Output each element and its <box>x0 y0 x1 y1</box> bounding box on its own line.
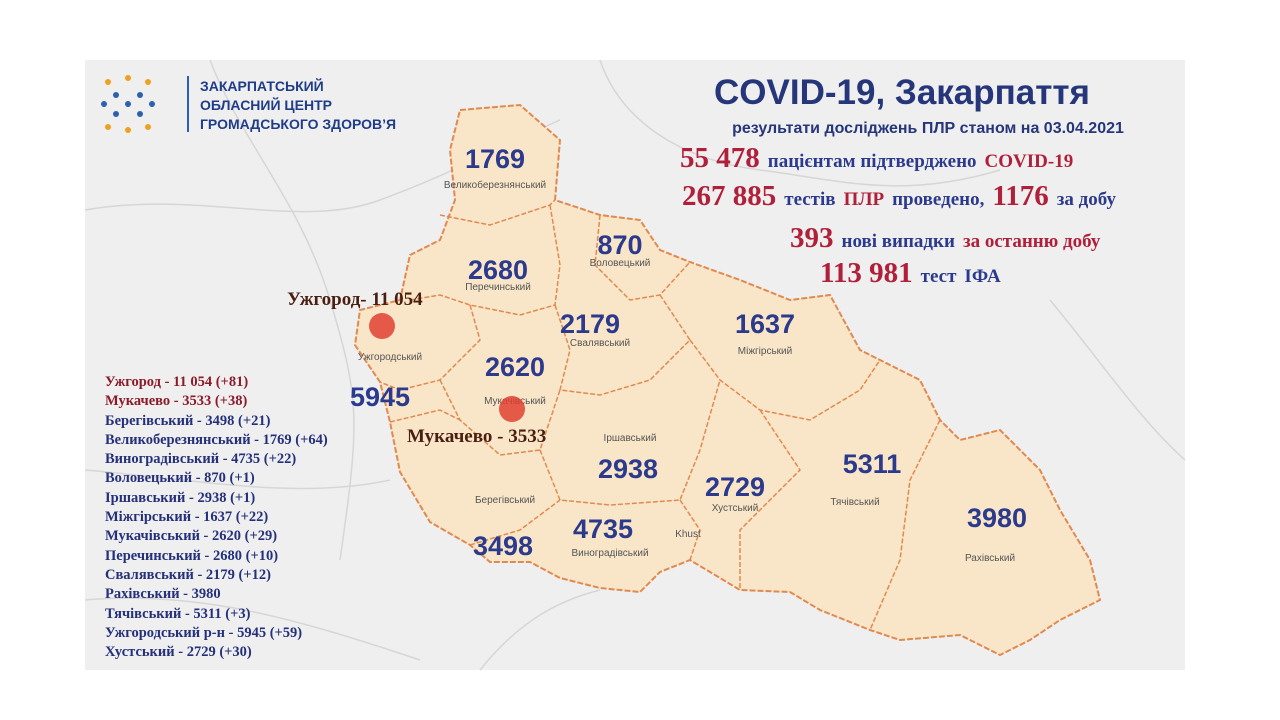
district-name: Ужгородський <box>358 352 422 363</box>
district-name: Хустський <box>712 503 759 514</box>
district-value: 3498 <box>473 531 533 561</box>
district-value: 4735 <box>573 514 633 544</box>
city-label: Мукачево - 3533 <box>407 426 546 447</box>
city-marker <box>499 396 525 422</box>
list-item: Ужгород - 11 054 (+81) <box>105 374 249 390</box>
district-name: Свалявський <box>570 338 630 349</box>
district-value: 2620 <box>485 352 545 382</box>
stat-text: пацієнтам підтверджено <box>767 151 977 172</box>
org-name: ОБЛАСНИЙ ЦЕНТР <box>200 96 332 113</box>
subtitle: результати досліджень ПЛР станом на 03.0… <box>732 120 1124 137</box>
list-item: Берегівський - 3498 (+21) <box>105 412 271 429</box>
stat-text: тест <box>920 266 957 287</box>
district-value: 5945 <box>350 382 410 412</box>
org-name: ЗАКАРПАТСЬКИЙ <box>200 77 324 94</box>
list-item: Воловецький - 870 (+1) <box>105 470 255 487</box>
stat-text: COVID-19 <box>984 151 1074 172</box>
list-item: Мукачівський - 2620 (+29) <box>105 528 278 545</box>
district-value: 5311 <box>843 449 902 479</box>
stat-text: ПЛР <box>843 189 885 210</box>
region-outline <box>353 103 1102 657</box>
district-name: Перечинський <box>465 282 531 293</box>
city-label: Ужгород- 11 054 <box>287 289 423 310</box>
district-name: Іршавський <box>604 433 657 444</box>
district-value: 1637 <box>735 309 795 339</box>
list-item: Мукачево - 3533 (+38) <box>105 393 248 410</box>
stat-text: ІФА <box>964 266 1001 287</box>
list-item: Ужгородський р-н - 5945 (+59) <box>105 624 303 641</box>
roads <box>84 59 1186 671</box>
org-name: ГРОМАДСЬКОГО ЗДОРОВ’Я <box>200 116 396 132</box>
list-item: Хустський - 2729 (+30) <box>105 644 252 661</box>
stat-number: 393 <box>790 222 834 254</box>
list-item: Міжгірський - 1637 (+22) <box>105 509 269 526</box>
district-list: Ужгород - 11 054 (+81) Мукачево - 3533 (+… <box>105 373 328 662</box>
stat-text: тестів <box>784 189 836 210</box>
list-item: Свалявський - 2179 (+12) <box>105 566 271 583</box>
district-name: Берегівський <box>475 495 535 506</box>
stat-text: нові випадки <box>841 231 955 252</box>
town-name: Khust <box>675 529 701 540</box>
district-value: 2938 <box>598 454 658 484</box>
stat-text: за добу <box>1056 189 1117 210</box>
stat-text: за останню добу <box>962 231 1101 252</box>
district-name: Тячівський <box>830 497 879 508</box>
district-value: 2680 <box>468 255 528 285</box>
district-name: Рахівський <box>965 553 1015 564</box>
district-name: Воловецький <box>590 258 651 269</box>
district-name: Виноградівський <box>571 548 648 559</box>
stat-line: 393 нові випадки за останню добу <box>790 222 1108 255</box>
stat-number: 55 478 <box>680 142 760 174</box>
stat-line: 55 478 пацієнтам підтверджено COVID-19 <box>680 142 1081 175</box>
stat-line: 267 885 тестів ПЛР проведено, 1176 за добу <box>682 180 1124 213</box>
list-item: Виноградівський - 4735 (+22) <box>105 451 297 468</box>
district-value: 2179 <box>560 309 620 339</box>
list-item: Тячівський - 5311 (+3) <box>105 605 251 622</box>
stat-line: 113 981 тест ІФА <box>820 257 1009 290</box>
list-item: Рахівський - 3980 <box>105 586 221 603</box>
list-item: Іршавський - 2938 (+1) <box>105 489 256 506</box>
list-item: Перечинський - 2680 (+10) <box>105 547 279 564</box>
logo <box>101 75 155 133</box>
district-value: 3980 <box>967 503 1027 533</box>
district-value: 1769 <box>465 144 525 174</box>
stat-number: 113 981 <box>820 257 913 289</box>
stat-text: проведено, <box>892 189 985 210</box>
title: COVID-19, Закарпаття <box>714 73 1090 112</box>
district-value: 2729 <box>705 472 765 502</box>
district-name: Великоберезнянський <box>444 179 546 191</box>
list-item: Великоберезнянський - 1769 (+64) <box>105 431 328 448</box>
stat-number: 1176 <box>992 180 1049 212</box>
city-marker <box>369 313 395 339</box>
district-borders <box>379 199 941 631</box>
stat-number: 267 885 <box>682 180 777 212</box>
district-value: 870 <box>597 230 642 260</box>
district-name: Міжгірський <box>738 346 792 357</box>
